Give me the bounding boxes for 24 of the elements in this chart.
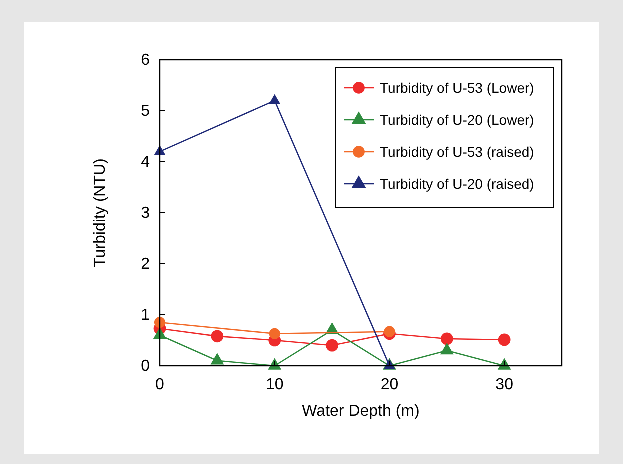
x-tick-label: 30 bbox=[496, 376, 514, 394]
y-tick-label: 0 bbox=[141, 358, 150, 376]
x-tick-label: 10 bbox=[266, 376, 284, 394]
legend-label: Turbidity of U-20 (raised) bbox=[380, 176, 534, 192]
y-tick-label: 5 bbox=[141, 103, 150, 120]
point bbox=[269, 328, 280, 340]
y-tick-label: 4 bbox=[141, 154, 150, 172]
y-tick-label: 2 bbox=[141, 256, 150, 274]
legend-label: Turbidity of U-20 (Lower) bbox=[380, 112, 534, 128]
y-tick-label: 1 bbox=[141, 307, 150, 324]
legend-label: Turbidity of U-53 (raised) bbox=[380, 144, 534, 160]
point bbox=[211, 330, 224, 343]
point bbox=[384, 326, 396, 338]
x-tick-label: 20 bbox=[380, 376, 399, 394]
x-tick-label: 0 bbox=[156, 376, 165, 394]
point bbox=[269, 94, 280, 104]
legend-label: Turbidity of U-53 (Lower) bbox=[380, 80, 534, 96]
point bbox=[498, 334, 511, 346]
y-tick-label: 6 bbox=[141, 52, 150, 70]
x-axis-title: Water Depth (m) bbox=[302, 403, 420, 420]
point bbox=[326, 339, 338, 352]
y-tick-label: 3 bbox=[141, 205, 150, 222]
y-axis-title: Turbidity (NTU) bbox=[92, 158, 109, 268]
point bbox=[440, 332, 454, 346]
